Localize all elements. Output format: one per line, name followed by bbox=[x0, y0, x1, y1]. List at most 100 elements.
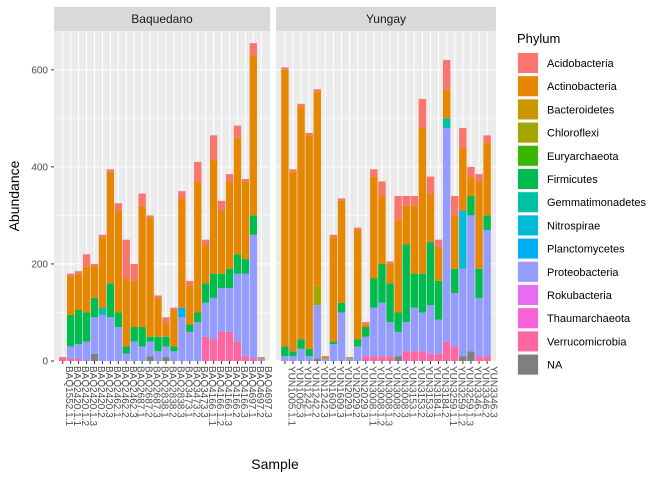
x-tick-label: YUN3259.1.2 bbox=[455, 366, 466, 426]
bar-segment bbox=[313, 89, 321, 92]
bar-segment bbox=[305, 135, 313, 349]
facet-panel-yungay: Yungay bbox=[276, 7, 496, 362]
bar-segment bbox=[378, 356, 386, 361]
bar-segment bbox=[209, 339, 218, 361]
bar-segment bbox=[154, 295, 162, 298]
bar-segment bbox=[106, 283, 115, 318]
facet-strip-label: Yungay bbox=[366, 12, 406, 26]
bar-segment bbox=[418, 128, 427, 274]
bar-stack bbox=[475, 174, 483, 361]
bar-segment bbox=[386, 263, 394, 284]
bar-stack bbox=[313, 89, 321, 361]
bar-segment bbox=[329, 341, 338, 345]
bar-segment bbox=[297, 348, 305, 361]
bar-segment bbox=[202, 283, 210, 303]
legend-swatch bbox=[518, 76, 538, 97]
x-tick-label: BAQ2420.1.1 bbox=[71, 366, 82, 426]
bar-segment bbox=[106, 171, 115, 284]
bar-segment bbox=[402, 244, 410, 323]
x-tick-label: YUN2029.1 bbox=[342, 366, 353, 418]
bar-segment bbox=[225, 288, 234, 332]
bar-segment bbox=[434, 319, 443, 354]
bar-stack bbox=[370, 169, 378, 361]
bar-segment bbox=[475, 174, 483, 182]
bar-segment bbox=[122, 239, 130, 279]
bar-segment bbox=[162, 336, 170, 347]
bar-stack bbox=[67, 273, 75, 361]
bar-segment bbox=[451, 293, 459, 347]
bar-segment bbox=[362, 327, 370, 337]
bar-segment bbox=[362, 356, 370, 361]
panel-group: Baquedano Yungay bbox=[54, 7, 496, 362]
bar-segment bbox=[483, 229, 491, 357]
bar-stack bbox=[386, 261, 394, 361]
bar-segment bbox=[410, 205, 419, 274]
x-tick-label: YUN3153.2 bbox=[415, 366, 426, 418]
bar-stack bbox=[98, 234, 107, 361]
bar-segment bbox=[451, 215, 459, 269]
bar-segment bbox=[442, 118, 451, 129]
bar-segment bbox=[202, 239, 210, 245]
bar-segment bbox=[162, 322, 170, 337]
bar-segment bbox=[67, 314, 75, 347]
bar-segment bbox=[289, 351, 297, 357]
legend-label: NA bbox=[547, 360, 563, 372]
bar-segment bbox=[281, 356, 289, 361]
bar-segment bbox=[217, 288, 226, 332]
x-tick-label: BAQ4166.1.2 bbox=[214, 366, 225, 426]
bar-stack bbox=[225, 174, 234, 361]
bar-segment bbox=[90, 317, 99, 354]
bar-segment bbox=[442, 60, 451, 90]
x-tick-label: BAQ2420.3 bbox=[103, 366, 114, 418]
x-tick-label: YUN3008.1.2 bbox=[374, 366, 385, 426]
legend-entry: Nitrospirae bbox=[517, 214, 600, 237]
bar-segment bbox=[146, 356, 154, 361]
bar-segment bbox=[483, 142, 491, 216]
x-tick-label: BAQ1552.1.1 bbox=[63, 366, 74, 426]
bar-segment bbox=[394, 196, 402, 221]
bar-segment bbox=[202, 244, 210, 284]
x-tick-label: YUN3346.3 bbox=[488, 366, 499, 418]
bar-segment bbox=[130, 341, 138, 361]
bar-segment bbox=[114, 327, 122, 361]
bar-segment bbox=[90, 353, 99, 361]
x-tick-label: BAQ3473.3 bbox=[198, 366, 209, 418]
bar-segment bbox=[353, 346, 362, 361]
bar-segment bbox=[386, 283, 394, 323]
bar-segment bbox=[281, 346, 289, 357]
x-tick-label: YUN3259.1.3 bbox=[463, 366, 474, 426]
bar-segment bbox=[426, 193, 435, 243]
bar-segment bbox=[418, 351, 427, 361]
bar-segment bbox=[114, 312, 122, 328]
bar-segment bbox=[313, 285, 321, 306]
bar-segment bbox=[146, 341, 154, 357]
bar-segment bbox=[138, 193, 146, 206]
bar-segment bbox=[74, 310, 83, 345]
bar-stack bbox=[426, 176, 435, 361]
bar-segment bbox=[170, 307, 178, 311]
legend-swatch bbox=[518, 169, 538, 189]
bar-stack bbox=[82, 254, 91, 361]
bar-segment bbox=[178, 191, 186, 199]
bar-stack bbox=[402, 196, 410, 361]
x-tick-label: YUN3008.1.1 bbox=[366, 366, 377, 426]
bar-segment bbox=[442, 128, 451, 342]
bar-segment bbox=[434, 280, 443, 320]
bar-segment bbox=[467, 196, 475, 216]
bar-segment bbox=[459, 210, 467, 269]
bar-stack bbox=[154, 295, 162, 361]
bar-segment bbox=[217, 200, 226, 211]
bar-segment bbox=[202, 302, 210, 337]
bar-segment bbox=[483, 215, 491, 230]
bar-segment bbox=[209, 159, 218, 274]
legend-entry: Euryarchaeota bbox=[517, 144, 619, 167]
x-tick-label: YUN3153.3 bbox=[423, 366, 434, 418]
bar-stack bbox=[451, 196, 459, 361]
legend-entry: Rokubacteria bbox=[517, 284, 613, 306]
bar-segment bbox=[249, 55, 257, 216]
bar-stack bbox=[138, 193, 146, 361]
bar-stack bbox=[289, 169, 297, 361]
legend-label: Rokubacteria bbox=[547, 290, 613, 302]
legend-swatch bbox=[518, 354, 538, 375]
